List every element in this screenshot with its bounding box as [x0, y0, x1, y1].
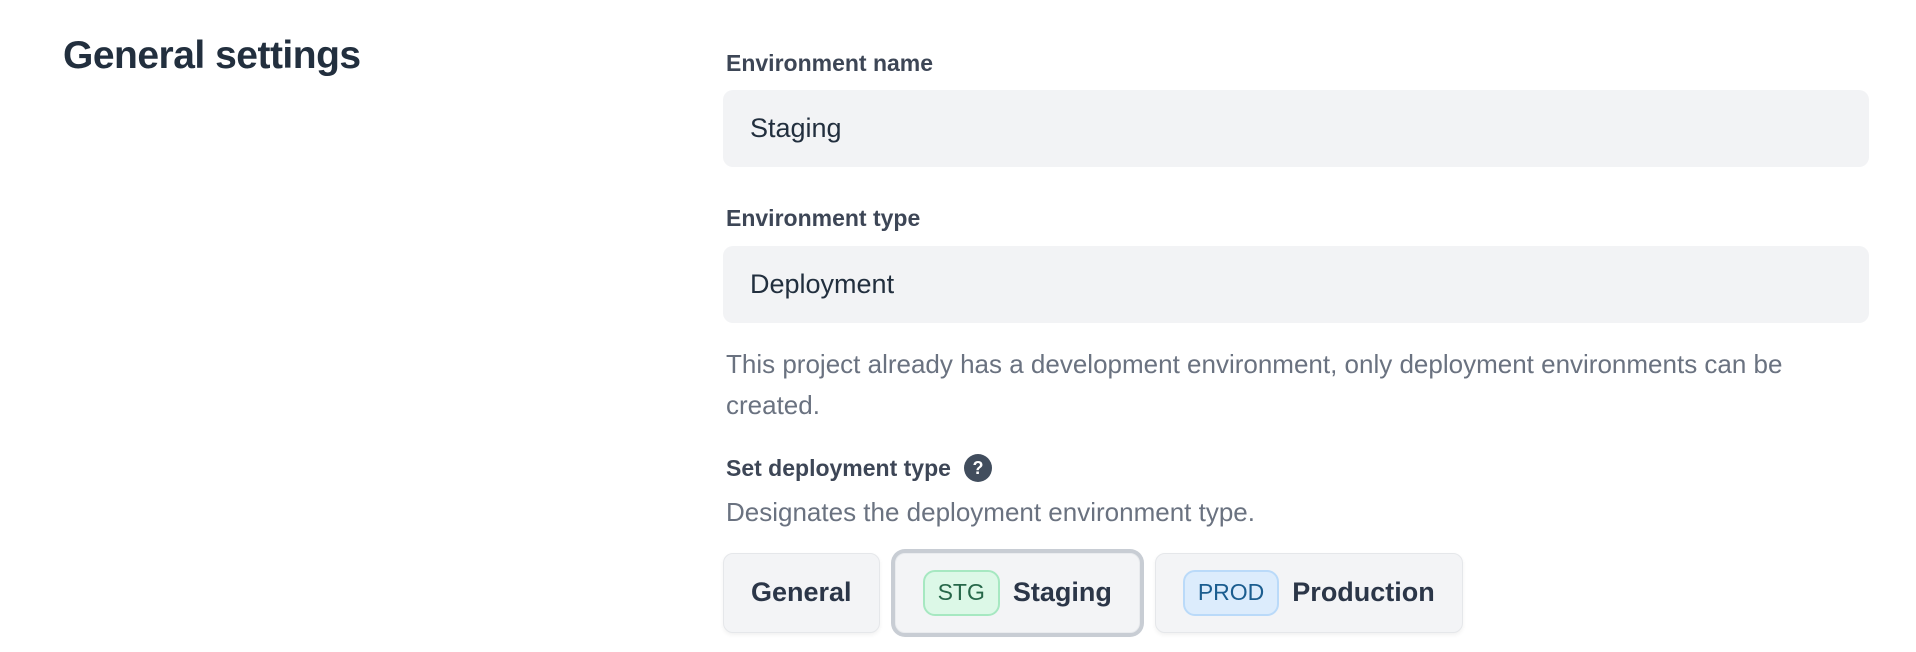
settings-form: Environment name Environment type This p…: [723, 50, 1869, 633]
page-title: General settings: [63, 34, 361, 77]
deployment-type-description: Designates the deployment environment ty…: [726, 496, 1255, 527]
environment-type-input[interactable]: [723, 245, 1869, 323]
set-deployment-type-row: Set deployment type ?: [723, 453, 1869, 482]
set-deployment-type-label: Set deployment type: [726, 454, 951, 481]
production-button-label: Production: [1292, 577, 1435, 608]
environment-name-label: Environment name: [726, 50, 934, 76]
staging-button-label: Staging: [1012, 577, 1112, 608]
question-mark-icon[interactable]: ?: [963, 453, 992, 482]
general-button-label: General: [751, 577, 852, 608]
deployment-type-options: General STG Staging PROD Production: [723, 552, 1869, 633]
deployment-type-general-button[interactable]: General: [723, 552, 880, 633]
stg-badge: STG: [922, 570, 1000, 616]
prod-badge: PROD: [1182, 570, 1280, 616]
deployment-type-production-button[interactable]: PROD Production: [1154, 552, 1463, 633]
deployment-type-staging-button[interactable]: STG Staging: [894, 552, 1140, 633]
environment-type-help-text: This project already has a development e…: [726, 348, 1783, 420]
environment-type-label: Environment type: [726, 205, 921, 232]
environment-name-input[interactable]: [723, 90, 1869, 168]
